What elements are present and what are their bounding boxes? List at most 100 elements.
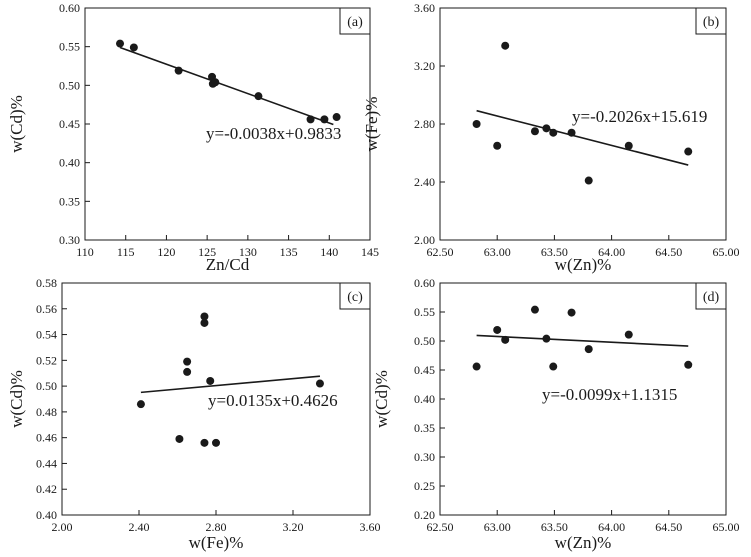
chart-b-data-point: [542, 124, 551, 133]
chart-b-data-point: [530, 127, 539, 136]
chart-a-panel: 110 115 120 125 130 135 140 145 0.30 0.35 0.40 0.45…: [7, 1, 379, 274]
chart-b-x-tick-label: 64.00: [598, 245, 625, 259]
chart-d-data-point: [472, 362, 481, 371]
chart-a-data-point: [129, 43, 138, 52]
chart-c-panel-tag: (c): [347, 290, 363, 305]
chart-b-data-point: [584, 176, 593, 185]
chart-a-data-point: [306, 115, 315, 124]
chart-c-y-tick-label: 0.56: [36, 302, 57, 316]
chart-c-y-tick-label: 0.42: [36, 482, 57, 496]
chart-c-data-point: [183, 357, 192, 366]
chart-c-data-point: [136, 400, 145, 409]
chart-a-x-tick-label: 130: [239, 245, 257, 259]
chart-b-y-tick-label: 3.60: [414, 1, 435, 15]
chart-c-panel-tag-box: [339, 282, 371, 310]
chart-c-regression-line: [140, 375, 321, 394]
chart-b-x-tick-label: 63.00: [484, 245, 511, 259]
chart-d-regression-equation: y=-0.0099x+1.1315: [542, 385, 677, 404]
chart-b-y-tick-label: 2.00: [414, 233, 435, 247]
chart-d-data-point: [584, 345, 593, 354]
chart-a-y-tick-label: 0.40: [59, 156, 80, 170]
chart-d-y-tick-label: 0.60: [414, 276, 435, 290]
chart-d-panel: 62.50 63.00 63.50 64.00 64.50 65.00 0.20 0.25 0.…: [372, 276, 740, 552]
chart-c-x-axis-title: w(Fe)%: [189, 533, 244, 552]
chart-c-x-tick-label: 3.60: [360, 520, 381, 534]
chart-b-regression-line: [476, 109, 689, 166]
chart-b-regression-equation: y=-0.2026x+15.619: [572, 107, 707, 126]
chart-a-x-tick-label: 140: [320, 245, 338, 259]
chart-a-y-tick-label: 0.55: [59, 40, 80, 54]
chart-b-x-axis-title: w(Zn)%: [555, 255, 612, 274]
chart-c-data-point: [175, 434, 184, 443]
chart-a-data-point: [174, 66, 183, 75]
chart-b-x-tick-label: 65.00: [713, 245, 740, 259]
chart-d-data-point: [549, 362, 558, 371]
chart-d-y-tick-label: 0.30: [414, 450, 435, 464]
chart-c-x-tick-label: 2.80: [206, 520, 227, 534]
chart-a-data-point: [211, 78, 220, 87]
chart-d-data-point: [567, 308, 576, 317]
chart-c-y-tick-label: 0.40: [36, 508, 57, 522]
chart-c-y-tick-label: 0.52: [36, 353, 57, 367]
chart-b-data-point: [501, 41, 510, 50]
chart-d-y-axis-title: w(Cd)%: [372, 370, 391, 428]
chart-a-data-point: [116, 39, 125, 48]
chart-b-y-tick-label: 2.80: [414, 117, 435, 131]
chart-c-data-point: [206, 376, 215, 385]
chart-a-y-axis-title: w(Cd)%: [7, 95, 26, 153]
chart-a-x-tick-label: 115: [117, 245, 135, 259]
chart-d-x-tick-label: 63.50: [541, 520, 568, 534]
chart-d-panel-tag-box: [695, 282, 727, 310]
chart-d-y-tick-label: 0.50: [414, 334, 435, 348]
chart-b-y-tick-label: 2.40: [414, 175, 435, 189]
chart-b-data-point: [684, 147, 693, 156]
chart-d-y-tick-label: 0.20: [414, 508, 435, 522]
chart-c-data-point: [200, 312, 209, 321]
chart-a-x-tick-label: 110: [76, 245, 94, 259]
chart-d-x-tick-label: 62.50: [427, 520, 454, 534]
chart-b-x-tick-label: 64.50: [655, 245, 682, 259]
chart-d-y-tick-label: 0.55: [414, 305, 435, 319]
chart-c-data-point: [200, 318, 209, 327]
chart-d-y-tick-label: 0.35: [414, 421, 435, 435]
chart-c-y-tick-label: 0.50: [36, 379, 57, 393]
chart-c-data-point: [200, 438, 209, 447]
chart-a-panel-tag-box: [339, 7, 371, 35]
chart-b-x-tick-label: 63.50: [541, 245, 568, 259]
chart-b-panel-tag: (b): [703, 15, 720, 30]
chart-a-y-tick-label: 0.50: [59, 78, 80, 92]
chart-a-data-point: [332, 113, 341, 122]
chart-a-x-tick-label: 135: [280, 245, 298, 259]
chart-a-data-point: [320, 115, 329, 124]
chart-a-y-tick-label: 0.60: [59, 1, 80, 15]
chart-a-y-tick-label: 0.30: [59, 233, 80, 247]
chart-b-data-point: [472, 120, 481, 128]
chart-c-regression-equation: y=0.0135x+0.4626: [208, 391, 338, 410]
chart-b-y-axis-title: w(Fe)%: [362, 97, 381, 152]
chart-c-data-point: [183, 367, 192, 376]
chart-b-data-point: [624, 141, 633, 150]
chart-d-data-point: [542, 334, 551, 343]
chart-d-data-point: [501, 335, 510, 344]
chart-c-x-tick-label: 2.40: [129, 520, 150, 534]
chart-d-x-tick-label: 64.00: [598, 520, 625, 534]
chart-d-data-point: [624, 330, 633, 339]
chart-c-y-tick-label: 0.44: [36, 456, 57, 470]
chart-b-x-tick-label: 62.50: [427, 245, 454, 259]
chart-b-y-tick-label: 3.20: [414, 59, 435, 73]
chart-d-y-tick-label: 0.25: [414, 479, 435, 493]
chart-a-regression-line: [119, 46, 334, 126]
chart-c-y-tick-label: 0.48: [36, 405, 57, 419]
chart-d-panel-tag: (d): [703, 290, 720, 305]
chart-d-data-point: [493, 325, 502, 334]
chart-a-x-tick-label: 120: [157, 245, 175, 259]
chart-d-x-tick-label: 65.00: [713, 520, 740, 534]
chart-b-data-point: [567, 128, 576, 137]
chart-a-x-axis-title: Zn/Cd: [206, 255, 250, 274]
chart-a-panel-tag: (a): [347, 15, 363, 30]
chart-b-data-point: [549, 128, 558, 137]
chart-d-regression-line: [476, 334, 689, 347]
chart-a-x-tick-label: 145: [361, 245, 379, 259]
chart-d-x-tick-label: 64.50: [655, 520, 682, 534]
